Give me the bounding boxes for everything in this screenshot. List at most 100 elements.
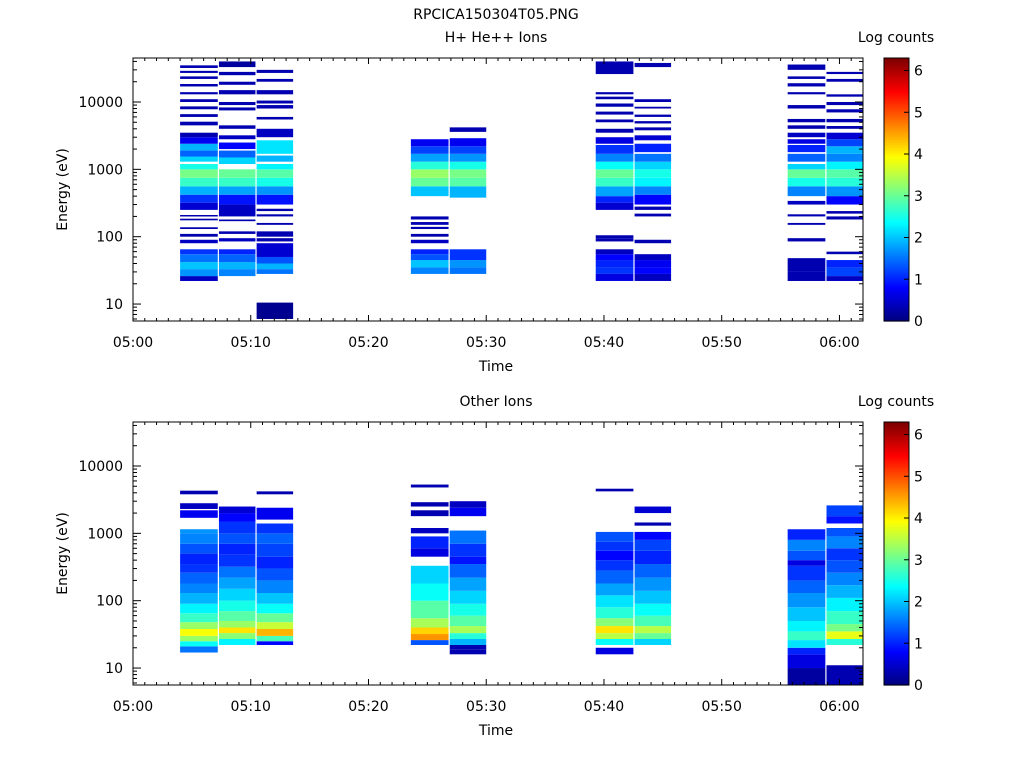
colorbar-segment bbox=[884, 90, 909, 94]
spectrogram-cell bbox=[787, 125, 826, 129]
spectrogram-cell bbox=[180, 65, 218, 68]
spectrogram-cell bbox=[256, 523, 294, 534]
colorbar-segment bbox=[884, 166, 909, 170]
spectrogram-cell bbox=[826, 109, 863, 113]
spectrogram-cell bbox=[449, 543, 487, 557]
colorbar-segment bbox=[884, 138, 909, 141]
spectrogram-cell bbox=[634, 260, 672, 268]
spectrogram-cell bbox=[634, 506, 672, 514]
colorbar-segment bbox=[884, 565, 909, 569]
spectrogram-cell bbox=[180, 646, 218, 653]
colorbar-segment bbox=[884, 117, 909, 121]
spectrogram-cell bbox=[449, 638, 487, 645]
spectrogram-cell bbox=[595, 560, 634, 571]
colorbar-segment bbox=[884, 298, 909, 302]
colorbar-segment bbox=[884, 230, 909, 234]
colorbar-segment bbox=[884, 625, 909, 629]
spectrogram-cell bbox=[218, 90, 256, 95]
spectrogram-cell bbox=[180, 641, 218, 647]
colorbar-segment bbox=[884, 193, 909, 197]
spectrogram-cell bbox=[595, 633, 634, 639]
colorbar-segment bbox=[884, 471, 909, 474]
panel-other-ions: Other Ions 05:00 05:10 05:20 05:30 05:40 05:5… bbox=[55, 394, 934, 739]
spectrogram-cell bbox=[595, 541, 634, 551]
colorbar-segment bbox=[884, 537, 909, 540]
colorbar-segment bbox=[884, 78, 909, 82]
colorbar-segment bbox=[884, 302, 909, 306]
colorbar-segment bbox=[884, 195, 909, 199]
spectrogram-cell bbox=[256, 155, 294, 162]
y-tick-label: 10 bbox=[105, 297, 123, 313]
spectrogram-cell bbox=[595, 550, 634, 561]
spectrogram-cell bbox=[595, 531, 634, 542]
spectrogram-cell bbox=[595, 111, 634, 115]
colorbar-segment bbox=[884, 539, 909, 542]
x-tick-label: 05:00 bbox=[113, 699, 153, 715]
colorbar-segment bbox=[884, 68, 909, 71]
spectrogram-cell bbox=[787, 153, 826, 162]
spectrogram-cell bbox=[634, 633, 672, 639]
spectrogram-cell bbox=[826, 516, 863, 524]
spectrogram-cell bbox=[256, 580, 294, 594]
spectrogram-cell bbox=[787, 118, 826, 123]
spectrogram-cell bbox=[787, 83, 826, 87]
spectrogram-cell bbox=[256, 568, 294, 581]
spectrogram-cell bbox=[180, 503, 218, 509]
spectrogram-cell bbox=[218, 566, 256, 578]
spectrogram-cell bbox=[826, 153, 863, 162]
colorbar-segment bbox=[884, 275, 909, 279]
x-tick-label: 06:00 bbox=[819, 335, 859, 351]
colorbar-frame bbox=[883, 57, 910, 322]
spectrogram-cell bbox=[180, 529, 218, 534]
spectrogram-cell bbox=[826, 186, 863, 197]
spectrogram-cell bbox=[256, 256, 294, 264]
colorbar-segment bbox=[884, 502, 909, 505]
colorbar-segment bbox=[884, 146, 909, 149]
colorbar-segment bbox=[884, 173, 909, 176]
spectrogram-cell bbox=[595, 137, 634, 144]
spectrogram-cell bbox=[218, 633, 256, 639]
spectrogram-cell bbox=[180, 143, 218, 151]
spectrogram-cell bbox=[826, 528, 863, 537]
colorbar-segment bbox=[884, 654, 909, 657]
colorbar-segment bbox=[884, 541, 909, 544]
spectrogram-cell bbox=[826, 177, 863, 187]
colorbar-segment bbox=[884, 475, 909, 479]
colorbar-frame bbox=[883, 421, 910, 686]
spectrogram-cells bbox=[180, 484, 863, 685]
colorbar-segment bbox=[884, 528, 909, 532]
colorbar-segment bbox=[884, 438, 909, 442]
colorbar-segment bbox=[884, 594, 909, 598]
spectrogram-cell bbox=[449, 644, 487, 650]
spectrogram-cell bbox=[218, 142, 256, 150]
colorbar-segment bbox=[884, 643, 909, 647]
spectrogram-cell bbox=[826, 585, 863, 598]
spectrogram-cell bbox=[218, 194, 256, 205]
spectrogram-cell bbox=[595, 595, 634, 608]
spectrogram-cell bbox=[449, 530, 487, 544]
spectrogram-cell bbox=[180, 84, 218, 87]
spectrogram-cell bbox=[180, 490, 218, 495]
colorbar-segment bbox=[884, 617, 909, 620]
colorbar-segment bbox=[884, 584, 909, 587]
spectrogram-cell bbox=[410, 600, 449, 619]
spectrogram-cell bbox=[634, 539, 672, 551]
colorbar-segment bbox=[884, 140, 909, 143]
colorbar-segment bbox=[884, 203, 909, 207]
colorbar-tick-label: 6 bbox=[914, 64, 923, 80]
colorbar-segment bbox=[884, 82, 909, 86]
colorbar-segment bbox=[884, 255, 909, 258]
spectrogram-cell bbox=[787, 550, 826, 561]
colorbar-segment bbox=[884, 481, 909, 485]
colorbar-segment bbox=[884, 199, 909, 203]
spectrogram-cell bbox=[218, 533, 256, 544]
colorbar-segment bbox=[884, 228, 909, 232]
spectrogram-cell bbox=[449, 556, 487, 565]
colorbar-segment bbox=[884, 682, 909, 686]
spectrogram-cell bbox=[595, 186, 634, 197]
colorbar-segment bbox=[884, 218, 909, 221]
colorbar-tick-label: 3 bbox=[914, 553, 923, 569]
spectrogram-cell bbox=[826, 624, 863, 632]
spectrogram-cell bbox=[218, 262, 256, 270]
colorbar-segment bbox=[884, 131, 909, 135]
